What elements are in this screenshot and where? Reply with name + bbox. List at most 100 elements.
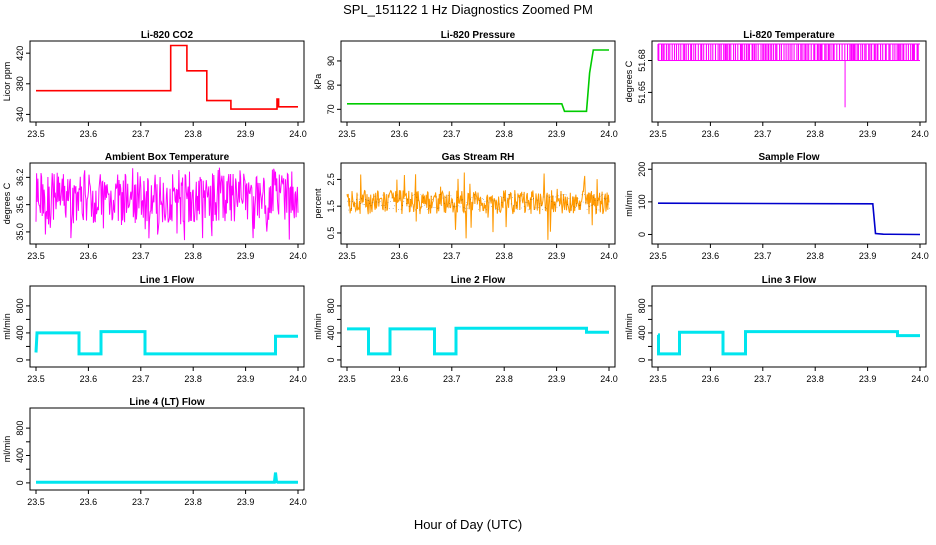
x-tick-label: 23.7: [443, 251, 461, 261]
series-points: [347, 193, 610, 211]
y-tick-label: 51.65: [637, 81, 647, 104]
y-tick-label: 400: [637, 325, 647, 340]
panel-title: Li-820 CO2: [141, 30, 194, 41]
plot-frame: [29, 407, 305, 491]
y-axis-label: ml/min: [313, 313, 323, 340]
y-axis-label: ml/min: [2, 313, 12, 340]
panel-title: Li-820 Pressure: [441, 30, 516, 41]
x-tick-label: 23.6: [702, 374, 720, 384]
y-axis-label: ml/min: [624, 313, 634, 340]
y-tick-label: 0: [15, 357, 25, 362]
y-tick-label: 51.68: [637, 49, 647, 72]
series-line: [657, 44, 919, 61]
x-tick-label: 23.8: [806, 129, 824, 139]
x-tick-label: 24.0: [289, 129, 307, 139]
x-tick-label: 23.9: [237, 497, 255, 507]
x-tick-label: 23.7: [132, 129, 150, 139]
x-tick-label: 23.8: [806, 251, 824, 261]
x-tick-label: 23.5: [338, 251, 356, 261]
y-tick-label: 36.2: [15, 169, 25, 187]
x-tick-label: 23.6: [80, 374, 98, 384]
x-tick-label: 23.9: [548, 129, 566, 139]
y-tick-label: 400: [15, 448, 25, 463]
x-tick-label: 23.5: [27, 129, 45, 139]
x-tick-label: 23.9: [237, 374, 255, 384]
y-axis-label: kPa: [313, 74, 323, 90]
y-tick-label: 1.5: [326, 200, 336, 213]
x-tick-label: 23.7: [132, 497, 150, 507]
series-line: [36, 472, 298, 484]
x-tick-label: 24.0: [289, 374, 307, 384]
x-tick-label: 23.5: [338, 129, 356, 139]
x-tick-label: 23.6: [702, 129, 720, 139]
y-axis-label: ml/min: [624, 190, 634, 217]
x-tick-label: 23.7: [443, 129, 461, 139]
y-tick-label: 400: [15, 325, 25, 340]
y-tick-label: 200: [637, 162, 647, 177]
x-tick-label: 23.9: [859, 251, 877, 261]
series-line: [657, 202, 921, 236]
y-tick-label: 0: [326, 357, 336, 362]
y-tick-label: 2.5: [326, 173, 336, 186]
x-tick-label: 23.6: [80, 497, 98, 507]
series-line: [347, 49, 609, 113]
x-tick-label: 24.0: [289, 497, 307, 507]
panel-title: Sample Flow: [758, 152, 819, 163]
x-tick-label: 23.6: [391, 374, 409, 384]
x-tick-label: 23.5: [27, 497, 45, 507]
y-tick-label: 100: [637, 194, 647, 209]
x-tick-label: 24.0: [600, 129, 618, 139]
y-axis-label: ml/min: [2, 436, 12, 463]
x-tick-label: 23.9: [237, 129, 255, 139]
x-tick-label: 24.0: [289, 251, 307, 261]
x-tick-label: 23.5: [27, 374, 45, 384]
x-tick-label: 23.8: [495, 374, 513, 384]
x-tick-label: 24.0: [911, 374, 929, 384]
x-tick-label: 23.5: [338, 374, 356, 384]
y-tick-label: 0: [637, 232, 647, 237]
series-line: [657, 330, 920, 356]
series-line: [34, 330, 298, 356]
y-tick-label: 70: [326, 104, 336, 114]
plot-frame: [651, 285, 927, 368]
y-tick-label: 0: [637, 357, 647, 362]
y-tick-label: 400: [326, 325, 336, 340]
x-tick-label: 23.8: [495, 129, 513, 139]
y-tick-label: 90: [326, 56, 336, 66]
series-line: [36, 44, 298, 110]
x-tick-label: 23.9: [237, 251, 255, 261]
x-tick-label: 24.0: [911, 129, 929, 139]
x-tick-label: 23.9: [859, 374, 877, 384]
y-axis-label: Licor ppm: [2, 62, 12, 102]
y-tick-label: 380: [15, 76, 25, 91]
x-tick-label: 23.6: [80, 129, 98, 139]
x-tick-label: 23.8: [495, 251, 513, 261]
x-tick-label: 23.9: [548, 251, 566, 261]
x-tick-label: 24.0: [600, 251, 618, 261]
x-tick-label: 23.5: [649, 129, 667, 139]
x-tick-label: 23.8: [184, 374, 202, 384]
x-tick-label: 23.9: [548, 374, 566, 384]
panel-title: Gas Stream RH: [442, 152, 515, 163]
x-tick-label: 23.6: [391, 251, 409, 261]
y-tick-label: 800: [637, 298, 647, 313]
panel-4: Ambient Box Temperature 35.0 35.6 36.2degre…: [2, 152, 307, 261]
panel-title: Line 2 Flow: [451, 275, 506, 286]
x-axis-title: Hour of Day (UTC): [413, 517, 523, 532]
x-tick-label: 24.0: [911, 251, 929, 261]
x-tick-label: 23.7: [754, 251, 772, 261]
panel-title: Line 4 (LT) Flow: [129, 397, 205, 408]
x-tick-label: 23.9: [859, 129, 877, 139]
x-tick-label: 23.8: [184, 129, 202, 139]
figure-title: SPL_151122 1 Hz Diagnostics Zoomed PM: [343, 2, 593, 17]
y-tick-label: 340: [15, 107, 25, 122]
x-tick-label: 23.5: [649, 374, 667, 384]
